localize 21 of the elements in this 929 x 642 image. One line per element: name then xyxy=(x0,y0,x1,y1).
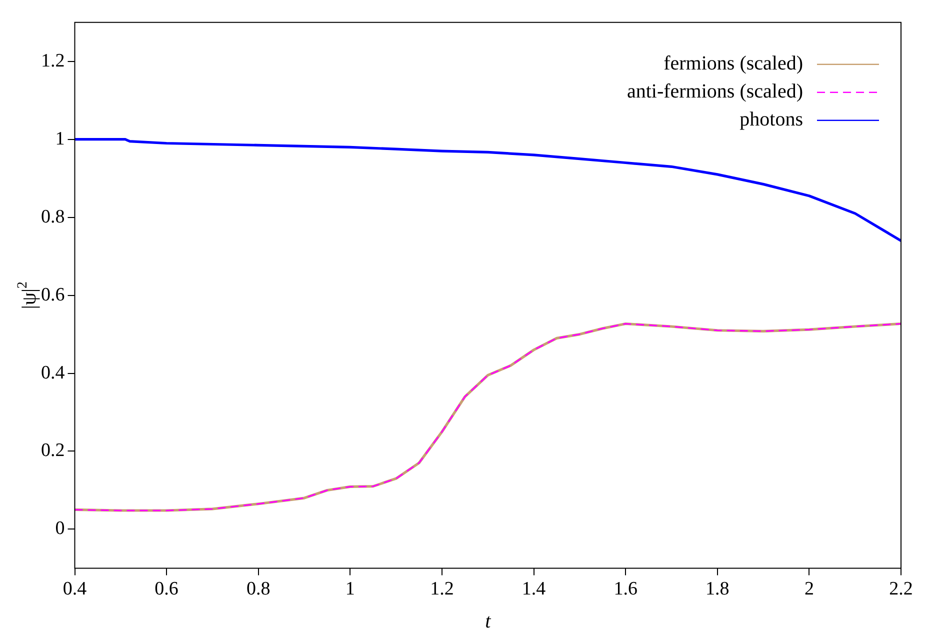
y-axis-title: |ψ|2 xyxy=(16,282,40,310)
y-tick-label: 0.2 xyxy=(41,440,65,462)
x-tick-label: 1 xyxy=(345,578,355,600)
x-tick-label: 1.8 xyxy=(706,578,730,600)
x-axis-title: t xyxy=(485,610,492,632)
x-tick-label: 1.2 xyxy=(430,578,454,600)
y-tick-label: 0 xyxy=(55,518,65,540)
y-tick-label: 0.6 xyxy=(41,284,65,306)
x-tick-label: 0.8 xyxy=(246,578,270,600)
legend-label: anti-fermions (scaled) xyxy=(626,80,803,103)
y-tick-label: 1 xyxy=(55,128,65,150)
y-tick-label: 0.4 xyxy=(41,362,66,384)
y-tick-label: 0.8 xyxy=(41,206,65,228)
x-tick-label: 1.6 xyxy=(614,578,638,600)
legend-label: photons xyxy=(740,108,804,131)
legend-label: fermions (scaled) xyxy=(664,52,803,75)
x-tick-label: 0.6 xyxy=(154,578,178,600)
x-tick-label: 2 xyxy=(804,578,814,600)
y-tick-label: 1.2 xyxy=(41,50,65,72)
x-tick-label: 1.4 xyxy=(522,578,546,600)
x-tick-label: 2.2 xyxy=(889,578,913,600)
